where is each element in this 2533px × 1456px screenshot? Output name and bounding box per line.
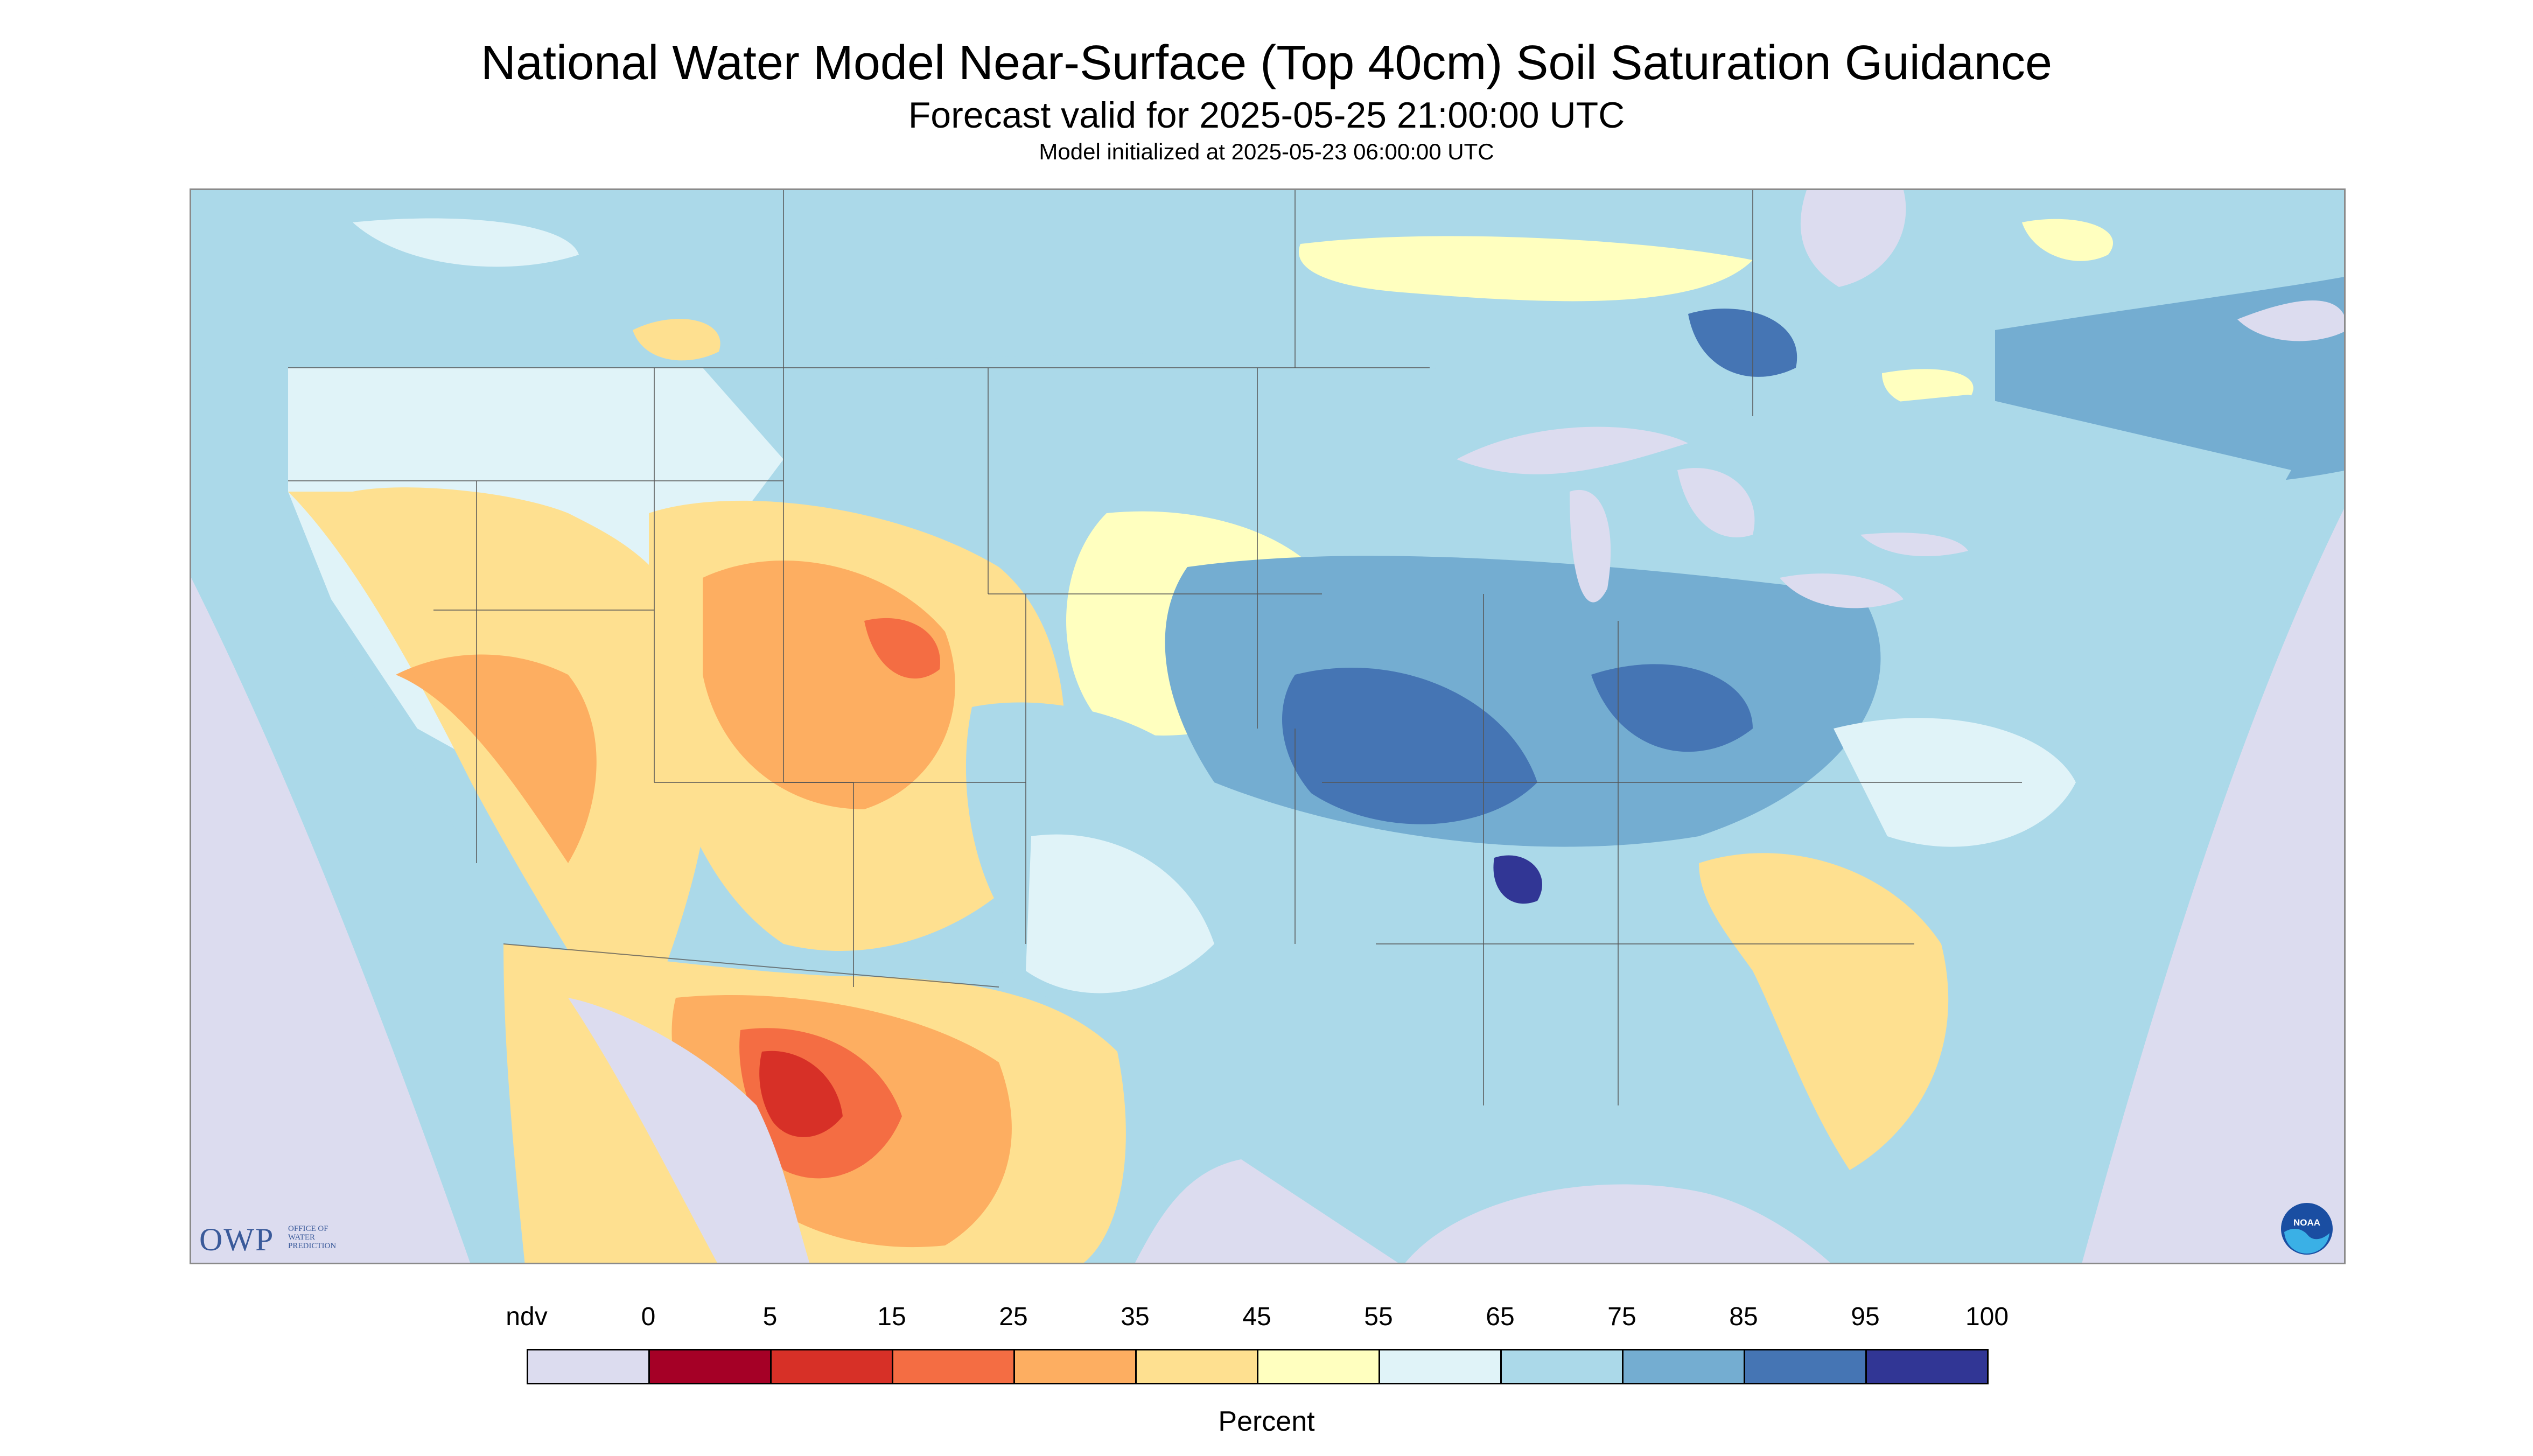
water-zone [568, 998, 810, 1263]
colorbar-swatch [1257, 1349, 1380, 1384]
colorbar-ndv-swatch [527, 1349, 650, 1384]
colorbar-swatch [1744, 1349, 1867, 1384]
noaa-logo-wave [2284, 1228, 2329, 1254]
colorbar-swatch [770, 1349, 893, 1384]
colorbar-swatch [648, 1349, 772, 1384]
water-zone [1570, 489, 1611, 603]
model-init-line: Model initialized at 2025-05-23 06:00:00… [1039, 139, 1494, 164]
noaa-logo-text: NOAA [2293, 1217, 2320, 1228]
colorbar-tick-label: 0 [641, 1303, 656, 1331]
map-title: National Water Model Near-Surface (Top 4… [480, 36, 2052, 90]
water-zone [1457, 426, 1688, 474]
colorbar [527, 1349, 1989, 1384]
water-zone [1800, 190, 1906, 287]
colorbar-tick-label: 95 [1851, 1303, 1880, 1331]
dry-core-zone [759, 1051, 843, 1137]
colorbar-swatch [1135, 1349, 1258, 1384]
colorbar-tick-label: 100 [1965, 1303, 2009, 1331]
neutral-zone [1298, 236, 1753, 302]
forecast-valid-line: Forecast valid for 2025-05-25 21:00:00 U… [908, 95, 1625, 136]
colorbar-unit-label: Percent [1218, 1406, 1315, 1437]
saturated-zone [1493, 855, 1542, 904]
dryish-zone [288, 487, 713, 1052]
very-wet-zone [1282, 667, 1537, 824]
colorbar-swatch [1500, 1349, 1624, 1384]
owp-subtext-line: PREDICTION [288, 1242, 337, 1250]
neutral-zone [2022, 219, 2114, 261]
very-wet-zone [1688, 309, 1797, 377]
colorbar-swatch [1379, 1349, 1502, 1384]
owp-logo-subtext: OFFICE OF WATER PREDICTION [288, 1224, 336, 1250]
dry-zone [864, 618, 940, 679]
dryish-zone [562, 1095, 591, 1213]
owp-subtext-line: WATER [288, 1233, 315, 1242]
no-data-left [191, 578, 470, 1263]
colorbar-tick-label: 85 [1729, 1303, 1758, 1331]
water-zone [1780, 573, 1904, 608]
us-soil-region [288, 368, 2291, 1263]
colorbar-ndv-label: ndv [506, 1303, 548, 1331]
wetish-zone [1026, 834, 1214, 993]
colorbar-tick-label: 35 [1121, 1303, 1150, 1331]
owp-subtext-line: OFFICE OF [288, 1224, 328, 1233]
water-zone [1677, 468, 1755, 537]
colorbar-tick-label: 55 [1364, 1303, 1393, 1331]
no-data-right [2082, 509, 2344, 1263]
water-zone [1135, 1159, 1398, 1263]
dryish-zone [1699, 853, 1949, 1170]
colorbar-swatch [1865, 1349, 1989, 1384]
very-wet-zone [1591, 664, 1753, 752]
colorbar-tick-label: 45 [1242, 1303, 1271, 1331]
water-zone [1860, 533, 1968, 556]
soil-saturation-map [190, 188, 2346, 1264]
colorbar-swatch [892, 1349, 1015, 1384]
colorbar-swatch [1622, 1349, 1745, 1384]
owp-logo: OWP [199, 1222, 275, 1257]
moist-zone [965, 702, 1214, 944]
moderately-dry-zone [396, 654, 597, 863]
state-boundaries [288, 190, 2022, 1105]
colorbar-swatch [1013, 1349, 1137, 1384]
wetish-zone [353, 218, 579, 267]
colorbar-tick-label: 75 [1607, 1303, 1636, 1331]
dryish-zone [633, 319, 720, 361]
water-zone [1405, 1184, 1830, 1263]
water-bodies [568, 190, 2344, 1263]
colorbar-tick-label: 5 [762, 1303, 778, 1331]
colorbar-tick-label: 15 [877, 1303, 906, 1331]
colorbar-tick-label: 65 [1486, 1303, 1515, 1331]
map-canvas [191, 190, 2344, 1263]
noaa-logo: NOAA [2281, 1203, 2333, 1255]
water-zone [2237, 300, 2344, 341]
colorbar-tick-label: 25 [999, 1303, 1028, 1331]
